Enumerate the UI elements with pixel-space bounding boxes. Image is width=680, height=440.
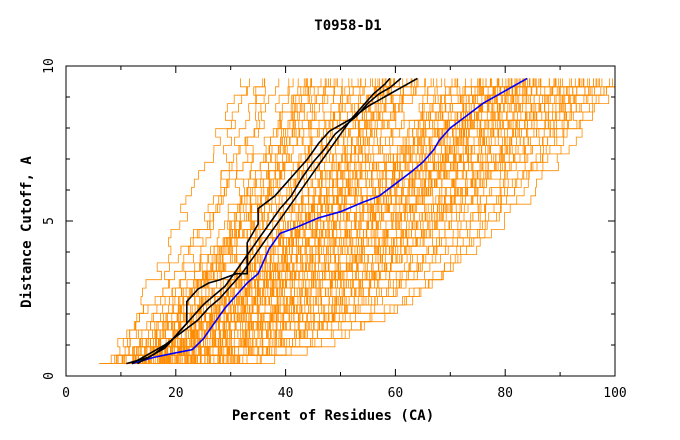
- model-curve: [145, 78, 391, 364]
- y-axis-label: Distance Cutoff, A: [19, 156, 35, 308]
- model-curve: [118, 78, 563, 364]
- model-curve: [110, 78, 572, 364]
- x-tick-label: 40: [278, 386, 294, 401]
- model-curve: [163, 78, 329, 364]
- plot-curves: [99, 77, 616, 365]
- x-tick-label: 60: [388, 386, 404, 401]
- x-tick-label: 0: [62, 386, 70, 401]
- model-curve: [110, 78, 312, 364]
- model-curve: [136, 78, 531, 364]
- chart-title: T0958-D1: [314, 18, 381, 34]
- highlight-curve-blue: [131, 77, 528, 365]
- model-curve: [139, 78, 250, 364]
- model-curve: [128, 78, 315, 364]
- y-tick-label: 10: [42, 58, 57, 74]
- model-curve: [125, 78, 416, 364]
- model-curve: [116, 78, 337, 364]
- highlight-curve-black: [131, 77, 391, 365]
- axis-ticks: [65, 65, 616, 377]
- model-curve: [162, 78, 513, 364]
- model-curve: [104, 78, 534, 364]
- x-tick-label: 80: [497, 386, 513, 401]
- model-curve: [149, 78, 371, 364]
- x-axis-label: Percent of Residues (CA): [232, 408, 434, 424]
- model-curve: [155, 78, 384, 364]
- x-tick-label: 100: [603, 386, 626, 401]
- y-tick-label: 0: [42, 372, 57, 380]
- model-curve: [105, 78, 533, 364]
- y-tick-label: 5: [42, 217, 57, 225]
- model-curve: [155, 78, 616, 364]
- x-tick-label: 20: [168, 386, 184, 401]
- model-curve: [125, 78, 412, 364]
